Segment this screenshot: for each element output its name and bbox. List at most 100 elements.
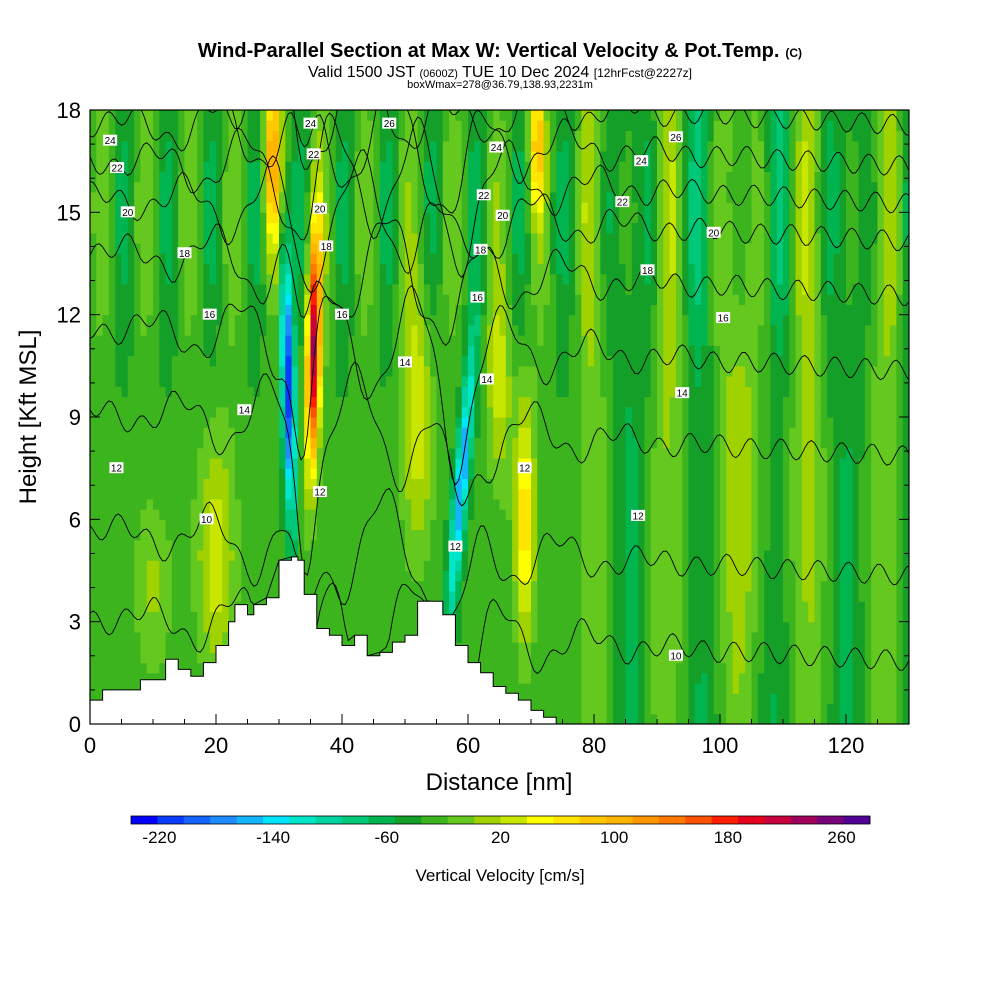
velocity-cell (140, 140, 148, 152)
velocity-cell (304, 457, 312, 469)
velocity-cell (392, 529, 400, 541)
velocity-cell (153, 457, 160, 469)
velocity-cell (247, 468, 255, 479)
velocity-cell (209, 488, 217, 500)
velocity-cell (442, 406, 450, 418)
velocity-cell (461, 120, 469, 131)
velocity-cell (216, 365, 223, 377)
velocity-cell (203, 386, 211, 398)
velocity-cell (594, 120, 601, 131)
velocity-cell (234, 345, 242, 357)
velocity-cell (549, 284, 557, 295)
velocity-cell (398, 120, 406, 131)
velocity-cell (587, 570, 595, 582)
velocity-cell (228, 560, 236, 572)
velocity-cell (165, 222, 173, 234)
velocity-cell (423, 437, 431, 449)
velocity-cell (543, 365, 551, 377)
velocity-cell (96, 232, 104, 244)
velocity-cell (272, 284, 280, 295)
velocity-cell (537, 273, 545, 285)
velocity-cell (379, 150, 387, 162)
velocity-cell (386, 376, 393, 387)
velocity-cell (606, 243, 614, 254)
velocity-cell (549, 150, 557, 162)
velocity-cell (505, 683, 513, 694)
velocity-cell (90, 447, 97, 459)
velocity-cell (373, 243, 381, 254)
velocity-cell (430, 406, 438, 418)
velocity-cell (310, 222, 318, 234)
velocity-cell (247, 519, 255, 531)
velocity-cell (190, 631, 198, 643)
velocity-cell (171, 437, 179, 449)
velocity-cell (405, 171, 412, 183)
velocity-cell (323, 386, 330, 398)
velocity-cell (606, 335, 614, 346)
velocity-cell (373, 529, 381, 541)
velocity-cell (134, 457, 141, 469)
velocity-cell (373, 263, 381, 275)
velocity-cell (373, 314, 381, 326)
velocity-cell (405, 253, 412, 265)
velocity-cell (474, 601, 482, 612)
velocity-cell (115, 468, 123, 479)
velocity-cell (228, 386, 236, 398)
velocity-cell (291, 468, 299, 479)
velocity-cell (512, 621, 519, 633)
velocity-cell (329, 509, 337, 520)
velocity-cell (480, 212, 488, 224)
velocity-cell (537, 376, 545, 387)
velocity-cell (159, 191, 167, 203)
velocity-cell (316, 130, 324, 142)
velocity-cell (556, 314, 564, 326)
velocity-cell (297, 519, 305, 531)
velocity-cell (209, 324, 217, 336)
velocity-cell (405, 447, 412, 459)
velocity-cell (348, 110, 356, 121)
velocity-cell (411, 519, 419, 531)
velocity-cell (342, 611, 349, 623)
velocity-cell (512, 263, 519, 275)
velocity-cell (486, 529, 494, 541)
velocity-cell (486, 591, 494, 602)
velocity-cell (581, 161, 589, 172)
velocity-cell (367, 161, 375, 172)
velocity-cell (373, 140, 381, 152)
velocity-cell (310, 110, 318, 121)
velocity-cell (405, 457, 412, 469)
velocity-cell (493, 519, 501, 531)
velocity-cell (247, 253, 255, 265)
velocity-cell (285, 529, 293, 541)
velocity-cell (430, 263, 438, 275)
velocity-cell (178, 601, 186, 612)
velocity-cell (442, 560, 450, 572)
velocity-cell (165, 212, 173, 224)
velocity-cell (216, 560, 223, 572)
velocity-cell (121, 529, 129, 541)
velocity-cell (127, 365, 135, 377)
velocity-cell (121, 560, 129, 572)
velocity-cell (612, 703, 620, 715)
velocity-cell (102, 161, 110, 172)
velocity-cell (222, 202, 230, 213)
velocity-cell (159, 447, 167, 459)
velocity-cell (524, 355, 532, 367)
velocity-cell (398, 498, 406, 510)
velocity-cell (417, 560, 425, 572)
velocity-cell (405, 130, 412, 142)
velocity-cell (480, 591, 488, 602)
velocity-cell (474, 324, 482, 336)
velocity-cell (102, 488, 110, 500)
velocity-cell (197, 631, 204, 643)
velocity-cell (241, 396, 249, 408)
velocity-cell (606, 284, 614, 295)
velocity-cell (96, 447, 104, 459)
velocity-cell (297, 509, 305, 520)
velocity-cell (178, 529, 186, 541)
velocity-cell (612, 672, 620, 684)
velocity-cell (606, 457, 614, 469)
velocity-cell (279, 386, 286, 398)
velocity-cell (253, 529, 261, 541)
velocity-cell (222, 263, 230, 275)
